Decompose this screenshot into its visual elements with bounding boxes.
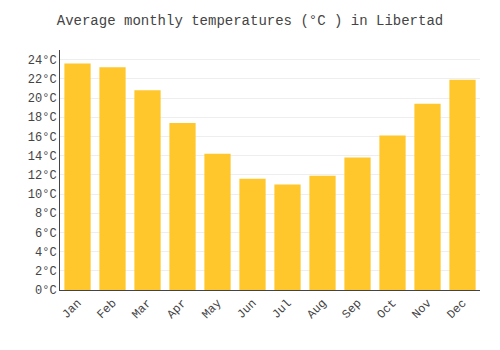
- svg-text:Nov: Nov: [409, 297, 434, 322]
- svg-text:6°C: 6°C: [35, 227, 57, 241]
- svg-text:May: May: [199, 297, 224, 322]
- svg-text:22°C: 22°C: [28, 73, 57, 87]
- svg-text:10°C: 10°C: [28, 188, 57, 202]
- svg-text:Jul: Jul: [269, 297, 294, 322]
- svg-text:2°C: 2°C: [35, 265, 57, 279]
- svg-text:Feb: Feb: [94, 297, 119, 322]
- svg-text:18°C: 18°C: [28, 111, 57, 125]
- svg-text:24°C: 24°C: [28, 54, 57, 68]
- svg-text:14°C: 14°C: [28, 150, 57, 164]
- svg-text:8°C: 8°C: [35, 207, 57, 221]
- svg-text:12°C: 12°C: [28, 169, 57, 183]
- svg-text:Aug: Aug: [304, 297, 329, 322]
- svg-text:16°C: 16°C: [28, 131, 57, 145]
- svg-text:Apr: Apr: [164, 297, 189, 322]
- svg-text:4°C: 4°C: [35, 246, 57, 260]
- svg-text:0°C: 0°C: [35, 284, 57, 298]
- svg-text:Sep: Sep: [339, 297, 364, 322]
- svg-text:Average monthly temperatures (: Average monthly temperatures (°C ) in Li…: [57, 13, 443, 29]
- svg-text:Dec: Dec: [444, 297, 469, 322]
- svg-text:Oct: Oct: [374, 297, 399, 322]
- svg-text:Mar: Mar: [129, 297, 154, 322]
- svg-text:Jun: Jun: [234, 297, 259, 322]
- svg-text:Jan: Jan: [59, 297, 84, 322]
- svg-text:20°C: 20°C: [28, 92, 57, 106]
